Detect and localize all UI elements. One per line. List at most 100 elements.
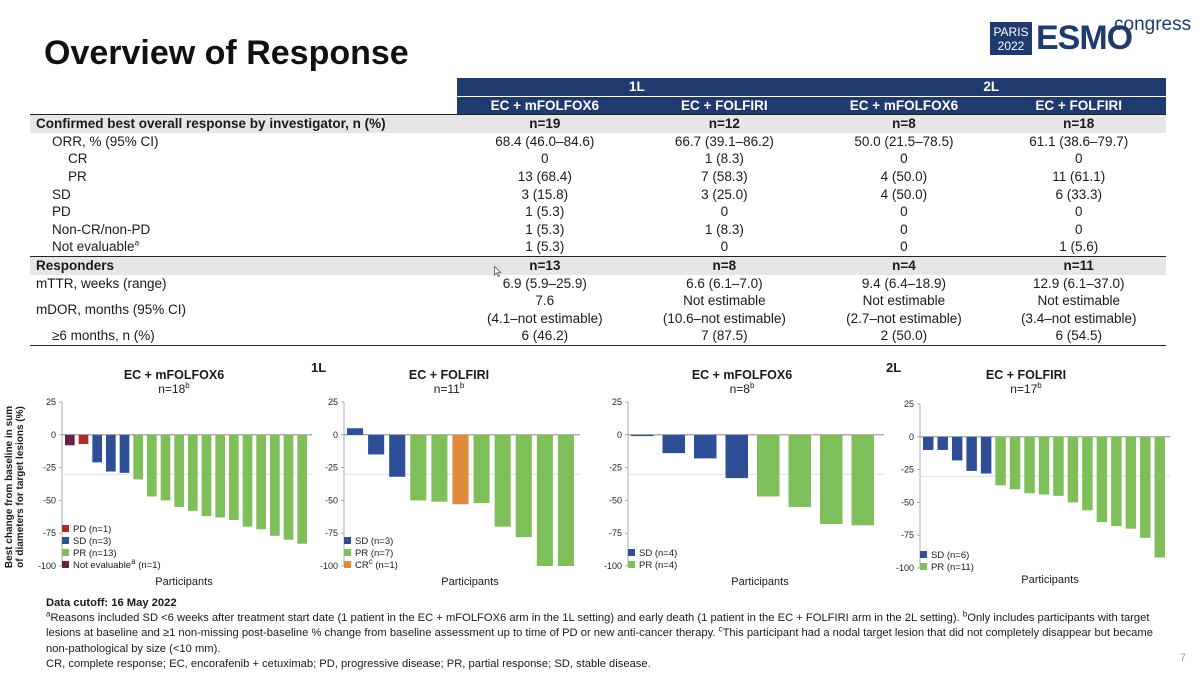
- row-label: Not evaluablea: [30, 238, 457, 256]
- chart-n-text: n=18: [158, 382, 186, 396]
- logo-suffix: congress: [1114, 14, 1192, 35]
- x-axis-label: Participants: [155, 576, 213, 588]
- chart-n-text: n=8: [729, 382, 750, 396]
- bar: [1140, 436, 1151, 538]
- legend-item: PD (n=1): [62, 524, 161, 536]
- bar: [851, 434, 874, 526]
- row-label: PR: [68, 168, 87, 184]
- table-cell: 0: [1074, 221, 1083, 237]
- x-axis-label: Participants: [441, 576, 499, 588]
- table-cell: 0: [900, 204, 908, 220]
- bar: [389, 434, 406, 477]
- footnote-a: Reasons included SD <6 weeks after treat…: [50, 612, 963, 625]
- page-title: Overview of Response: [44, 34, 409, 72]
- table-cell: 3 (25.0): [701, 186, 748, 202]
- table-row: PD 1 (5.3) 0 0 0: [30, 203, 1166, 221]
- y-tick-label: -100: [604, 561, 622, 571]
- logo-brand: ESMO: [1036, 19, 1133, 57]
- chart-title: EC + FOLFIRI: [408, 368, 490, 382]
- footnote-marker: c: [718, 624, 723, 634]
- row-label: Confirmed best overall response by inves…: [30, 114, 458, 133]
- row-label-text: Not evaluable: [52, 239, 135, 255]
- bar: [557, 434, 574, 566]
- chart-title: EC + mFOLFOX6: [691, 368, 793, 382]
- cell-line: (3.4–not estimable): [1020, 310, 1137, 326]
- cell-line: Not estimable: [1037, 293, 1120, 309]
- cell-line: Not estimable: [862, 293, 946, 309]
- footnote-marker: b: [185, 381, 190, 390]
- table-cell: Not estimable (2.7–not estimable): [816, 292, 991, 327]
- x-axis-label: Participants: [1021, 574, 1079, 586]
- chart-title: EC + FOLFIRI: [985, 368, 1067, 382]
- page-number: 7: [1179, 652, 1186, 664]
- footnote-marker: a: [46, 609, 51, 619]
- bar: [188, 434, 198, 511]
- legend-item: Not evaluablea (n=1): [62, 557, 161, 572]
- chart-plot: 25 0 -25 -50 -75 -100: [320, 397, 580, 571]
- line-header-2l: 2L: [816, 78, 1166, 97]
- legend-swatch: [344, 561, 351, 568]
- footnote-b: Only includes participants with target l…: [46, 612, 1150, 640]
- footnote-marker: b: [459, 381, 465, 390]
- table-cell: 66.7 (39.1–86.2): [674, 133, 774, 149]
- chart-plot: 25 0 -25 -50 -75 -100: [38, 397, 312, 571]
- legend-label-suffix: (n=1): [372, 560, 398, 571]
- y-tick-label: -25: [325, 463, 338, 473]
- row-label: ≥6 months, n (%): [30, 327, 458, 346]
- table-cell: 11 (61.1): [1052, 168, 1106, 184]
- table-row: Confirmed best overall response by inves…: [30, 114, 1166, 133]
- legend-item: CRc (n=1): [344, 557, 398, 572]
- y-tick-label: -75: [901, 530, 914, 540]
- table-cell: 7 (58.3): [701, 168, 748, 184]
- legend-item: PR (n=4): [628, 560, 677, 572]
- bar: [1125, 436, 1137, 529]
- legend-label-suffix: (n=1): [135, 560, 161, 571]
- table-cell: 1 (5.3): [525, 204, 565, 220]
- arm-header: EC + FOLFIRI: [632, 95, 817, 115]
- abbreviations: CR, complete response; EC, encorafenib +…: [46, 657, 651, 670]
- y-tick-label: 0: [51, 430, 56, 440]
- bar: [788, 434, 811, 507]
- table-cell: 4 (50.0): [880, 168, 928, 184]
- y-tick-label: 25: [328, 397, 338, 407]
- chart-title: EC + mFOLFOX6: [123, 368, 225, 382]
- legend-label: SD (n=3): [355, 536, 394, 547]
- legend-label: CR: [355, 560, 369, 571]
- cell-line: (10.6–not estimable): [662, 310, 786, 326]
- legend-label: Not evaluable: [73, 560, 132, 571]
- bar: [951, 436, 963, 461]
- table-row: Not evaluablea 1 (5.3) 0 0 1 (5.6): [30, 238, 1166, 256]
- bar: [995, 436, 1006, 486]
- table-cell: 0: [900, 239, 908, 255]
- y-tick-label: -50: [901, 497, 914, 507]
- y-tick-label: 0: [617, 430, 622, 440]
- bar: [119, 434, 130, 473]
- legend-label: PR (n=11): [931, 562, 974, 573]
- table-cell: 6.6 (6.1–7.0): [686, 275, 763, 291]
- table-row: CR 0 1 (8.3) 0 0: [30, 150, 1166, 168]
- table-cell: 1 (5.3): [525, 221, 565, 237]
- y-tick-label: -75: [325, 528, 338, 538]
- bar: [1096, 436, 1108, 523]
- bar: [283, 434, 294, 540]
- bar: [494, 434, 511, 527]
- chart-plot: 25 0 -25 -50 -75 -100: [896, 399, 1170, 573]
- y-tick-label: 25: [46, 397, 56, 407]
- legend-swatch: [62, 525, 69, 532]
- bar: [1024, 436, 1035, 494]
- chart-legend: SD (n=4) PR (n=4): [628, 548, 677, 572]
- bar: [431, 434, 448, 502]
- chart-n: n=17b: [880, 382, 1172, 397]
- legend-swatch: [628, 549, 635, 556]
- y-axis-label-line: Best change from baseline in sum: [4, 405, 15, 569]
- response-table: 1L 2L EC + mFOLFOX6 EC + FOLFIRI EC + mF…: [30, 78, 1166, 346]
- table-cell: 2 (50.0): [816, 327, 992, 346]
- table-row: SD 3 (15.8) 3 (25.0) 4 (50.0) 6 (33.3): [30, 186, 1166, 204]
- cell-line: Not estimable: [683, 293, 766, 309]
- y-tick-label: -50: [43, 495, 56, 505]
- y-tick-label: 0: [909, 432, 914, 442]
- bar: [631, 434, 654, 437]
- table-cell: 4 (50.0): [880, 186, 928, 202]
- bar: [937, 436, 948, 450]
- legend-item: PR (n=7): [344, 548, 398, 560]
